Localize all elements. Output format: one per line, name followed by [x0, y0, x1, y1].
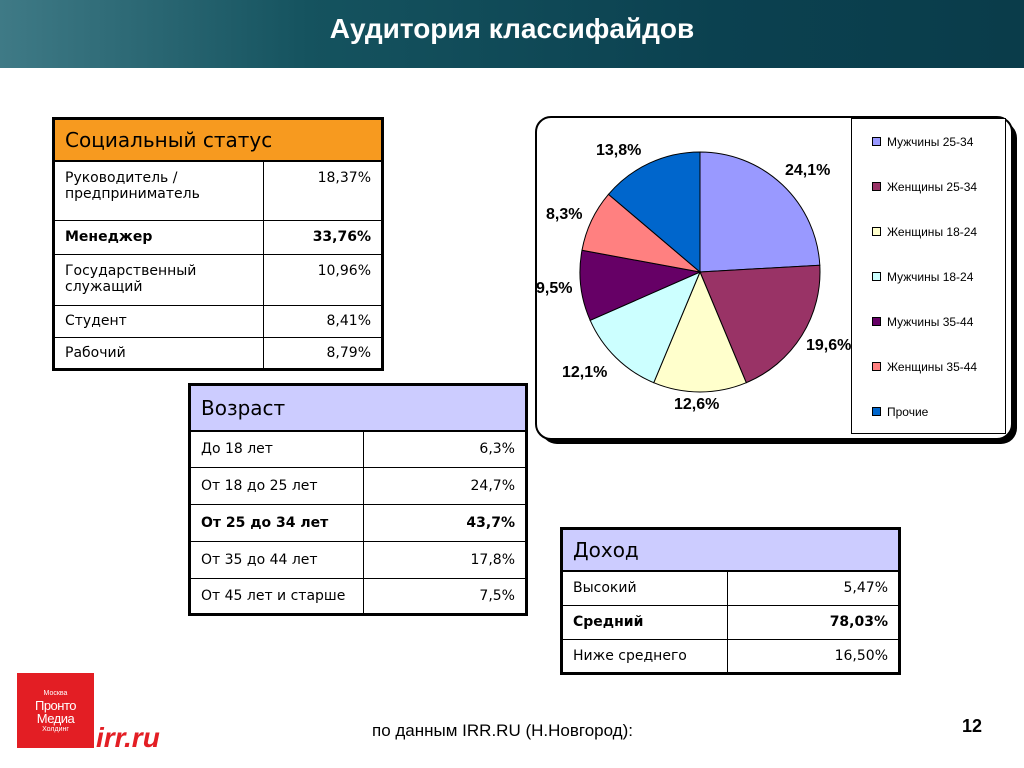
pie-slice [699, 264, 821, 384]
legend-label: Мужчины 18-24 [887, 270, 974, 284]
legend-item: Мужчины 18-24 [872, 270, 973, 284]
pie-slice-label: 24,1% [785, 162, 831, 179]
row-value: 8,79% [263, 336, 383, 370]
logo-url[interactable]: irr.ru [96, 722, 160, 753]
table-row: От 18 до 25 лет 24,7% [189, 466, 527, 505]
legend-swatch [872, 407, 881, 416]
pie-slice [607, 151, 701, 274]
income-header: Доход [561, 528, 900, 572]
row-label: Менеджер [53, 219, 264, 255]
row-value: 5,47% [727, 570, 900, 606]
legend-item: Женщины 25-34 [872, 180, 977, 194]
pie-slice-label: 12,6% [674, 396, 720, 413]
table-row: Менеджер 33,76% [53, 219, 383, 255]
age-table: Возраст До 18 лет 6,3% От 18 до 25 лет 2… [188, 383, 528, 616]
legend-swatch [872, 227, 881, 236]
legend-label: Женщины 25-34 [887, 180, 978, 194]
legend-item: Мужчины 25-34 [872, 135, 973, 149]
row-label: Ниже среднего [561, 638, 728, 674]
pie-slice-label: 9,5% [536, 280, 573, 297]
row-label: От 18 до 25 лет [189, 466, 364, 505]
pie-slice-label: 13,8% [596, 142, 642, 159]
logo-line: Москва [43, 690, 68, 697]
pie-chart [579, 151, 821, 393]
table-row: Высокий 5,47% [561, 570, 900, 606]
row-value: 78,03% [727, 604, 900, 640]
legend-swatch [872, 317, 881, 326]
row-value: 43,7% [363, 503, 527, 542]
row-label: Руководитель / предприниматель [53, 160, 264, 221]
row-label: От 45 лет и старше [189, 577, 364, 615]
legend-label: Мужчины 25-34 [887, 135, 974, 149]
legend-item: Мужчины 35-44 [872, 315, 973, 329]
table-row: От 45 лет и старше 7,5% [189, 577, 527, 615]
row-label: От 35 до 44 лет [189, 540, 364, 579]
row-value: 7,5% [363, 577, 527, 615]
row-value: 10,96% [263, 253, 383, 306]
row-label: Рабочий [53, 336, 264, 370]
pie-slice [589, 271, 701, 384]
income-table: Доход Высокий 5,47% Средний 78,03% Ниже … [560, 527, 901, 675]
pie-slice-label: 19,6% [806, 337, 852, 354]
row-label: До 18 лет [189, 430, 364, 468]
row-label: Высокий [561, 570, 728, 606]
table-row: Средний 78,03% [561, 604, 900, 640]
logo-line: Медиа [36, 711, 75, 726]
legend-label: Мужчины 35-44 [887, 315, 974, 329]
slide-title: Аудитория классифайдов [329, 13, 695, 44]
legend-swatch [872, 362, 881, 371]
title-bar: Аудитория классифайдов [0, 0, 1024, 68]
pie-slice [653, 270, 747, 393]
chart-legend: Мужчины 25-34 Женщины 25-34 Женщины 18-24 М… [851, 118, 1006, 434]
row-label: От 25 до 34 лет [189, 503, 364, 542]
table-row: До 18 лет 6,3% [189, 430, 527, 468]
legend-swatch [872, 182, 881, 191]
logo-line: Холдинг [42, 726, 69, 733]
legend-label: Прочие [887, 405, 929, 419]
pie-slice-label: 8,3% [546, 206, 583, 223]
legend-swatch [872, 272, 881, 281]
row-value: 18,37% [263, 160, 383, 221]
legend-swatch [872, 137, 881, 146]
page-number: 12 [962, 716, 983, 736]
table-row: Государственный служащий 10,96% [53, 253, 383, 306]
table-row: От 25 до 34 лет 43,7% [189, 503, 527, 542]
row-value: 16,50% [727, 638, 900, 674]
pronto-media-logo: Москва Пронто Медиа Холдинг [17, 673, 94, 748]
legend-item: Прочие [872, 405, 928, 419]
table-row: Руководитель / предприниматель 18,37% [53, 160, 383, 221]
row-value: 33,76% [263, 219, 383, 255]
legend-label: Женщины 35-44 [887, 360, 978, 374]
social-status-table: Социальный статус Руководитель / предпри… [52, 117, 384, 371]
legend-label: Женщины 18-24 [887, 225, 978, 239]
age-header: Возраст [189, 384, 527, 432]
row-value: 24,7% [363, 466, 527, 505]
source-note: по данным IRR.RU (Н.Новгород): [372, 721, 633, 740]
row-value: 6,3% [363, 430, 527, 468]
row-label: Государственный служащий [53, 253, 264, 306]
row-value: 8,41% [263, 304, 383, 338]
row-value: 17,8% [363, 540, 527, 579]
logo-line: Пронто [34, 698, 77, 713]
row-label: Средний [561, 604, 728, 640]
table-row: Студент 8,41% [53, 304, 383, 338]
social-status-header: Социальный статус [53, 118, 383, 162]
legend-item: Женщины 18-24 [872, 225, 977, 239]
pie-slice-label: 12,1% [562, 364, 608, 381]
table-row: Ниже среднего 16,50% [561, 638, 900, 674]
table-row: Рабочий 8,79% [53, 336, 383, 370]
pie-slice [699, 151, 821, 273]
row-label: Студент [53, 304, 264, 338]
legend-item: Женщины 35-44 [872, 360, 977, 374]
table-row: От 35 до 44 лет 17,8% [189, 540, 527, 579]
